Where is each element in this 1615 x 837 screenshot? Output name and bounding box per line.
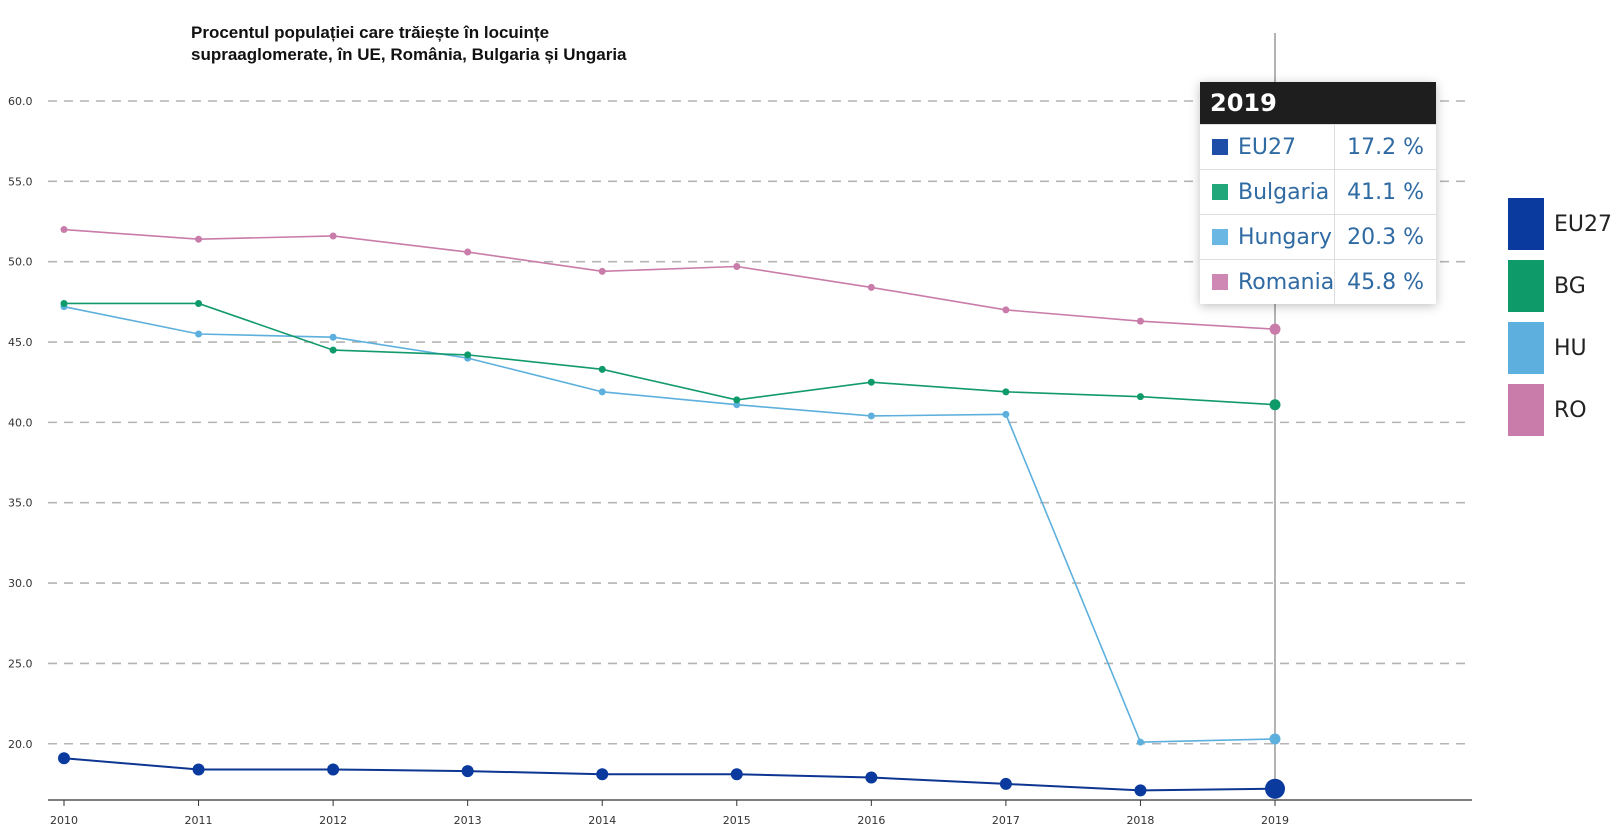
data-point-eu27 <box>865 771 878 784</box>
legend-swatch-eu27 <box>1508 198 1544 250</box>
x-tick-label: 2018 <box>1126 814 1154 827</box>
data-point-hu <box>195 330 203 338</box>
data-point-hu <box>1269 733 1281 745</box>
y-tick-label: 60.0 <box>8 95 33 108</box>
x-tick-label: 2015 <box>723 814 751 827</box>
x-tick-label: 2010 <box>50 814 78 827</box>
tooltip-row-bulgaria: Bulgaria 41.1 % <box>1200 169 1436 214</box>
data-point-ro <box>60 226 68 234</box>
data-point-ro <box>1002 306 1010 314</box>
x-tick-label: 2011 <box>185 814 213 827</box>
x-tick-label: 2013 <box>454 814 482 827</box>
tooltip-year: 2019 <box>1200 82 1436 124</box>
x-tick-label: 2014 <box>588 814 616 827</box>
hover-tooltip: 2019 EU27 17.2 % Bulgaria 41.1 % Hungary… <box>1200 82 1436 304</box>
data-point-eu27 <box>999 777 1012 790</box>
data-point-hu <box>1136 738 1144 746</box>
data-point-bg <box>1269 399 1281 411</box>
data-point-bg <box>1002 388 1010 396</box>
tooltip-swatch-romania <box>1212 274 1228 290</box>
legend-label: BG <box>1554 273 1586 299</box>
data-point-bg <box>1136 393 1144 401</box>
chart-title: Procentul populației care trăiește în lo… <box>191 22 627 66</box>
data-point-ro <box>867 283 875 291</box>
y-tick-label: 55.0 <box>8 175 33 188</box>
series-line-bg <box>64 302 1276 406</box>
legend-item-hu[interactable]: HU <box>1508 322 1612 374</box>
data-point-bg <box>598 365 606 373</box>
legend-item-ro[interactable]: RO <box>1508 384 1612 436</box>
y-tick-label: 20.0 <box>8 738 33 751</box>
tooltip-series-name: Hungary <box>1238 224 1332 250</box>
legend-swatch-hu <box>1508 322 1544 374</box>
chart-legend: EU27 BG HU RO <box>1508 198 1612 446</box>
data-point-eu27 <box>461 765 474 778</box>
data-point-bg <box>195 299 203 307</box>
legend-swatch-bg <box>1508 260 1544 312</box>
data-point-bg <box>464 351 472 359</box>
tooltip-series-name: EU27 <box>1238 134 1296 160</box>
data-point-bg <box>60 299 68 307</box>
y-tick-label: 30.0 <box>8 577 33 590</box>
y-tick-label: 40.0 <box>8 416 33 429</box>
series-line-ro <box>63 228 1276 330</box>
data-point-eu27 <box>58 752 70 765</box>
x-tick-label: 2016 <box>857 814 885 827</box>
series-line-eu27 <box>63 757 1276 792</box>
data-point-ro <box>329 232 337 240</box>
data-point-ro <box>1269 323 1281 335</box>
legend-swatch-ro <box>1508 384 1544 436</box>
data-point-bg <box>329 346 337 354</box>
chart-title-line-2: supraaglomerate, în UE, România, Bulgari… <box>191 45 627 64</box>
data-point-eu27 <box>1265 778 1285 799</box>
legend-label: RO <box>1554 397 1587 423</box>
tooltip-series-name: Romania <box>1238 269 1335 295</box>
x-tick-label: 2017 <box>992 814 1020 827</box>
legend-item-bg[interactable]: BG <box>1508 260 1612 312</box>
data-point-bg <box>733 396 741 404</box>
data-point-eu27 <box>327 763 340 776</box>
data-point-hu <box>1002 410 1010 418</box>
y-tick-label: 50.0 <box>8 256 33 269</box>
tooltip-series-value: 45.8 % <box>1347 269 1424 295</box>
legend-label: EU27 <box>1554 211 1612 237</box>
data-point-ro <box>733 263 741 271</box>
tooltip-row-hungary: Hungary 20.3 % <box>1200 214 1436 259</box>
tooltip-series-value: 17.2 % <box>1347 134 1424 160</box>
data-point-ro <box>598 267 606 275</box>
data-point-eu27 <box>730 768 743 781</box>
data-point-ro <box>195 235 203 243</box>
x-tick-label: 2012 <box>319 814 347 827</box>
tooltip-swatch-hungary <box>1212 229 1228 245</box>
data-point-hu <box>329 333 337 341</box>
data-point-hu <box>598 388 606 396</box>
tooltip-series-value: 41.1 % <box>1347 179 1424 205</box>
data-point-eu27 <box>596 768 609 781</box>
legend-label: HU <box>1554 335 1587 361</box>
tooltip-series-name: Bulgaria <box>1238 179 1330 205</box>
data-point-ro <box>464 248 472 256</box>
data-point-eu27 <box>1134 784 1147 797</box>
y-tick-label: 35.0 <box>8 497 33 510</box>
legend-item-eu27[interactable]: EU27 <box>1508 198 1612 250</box>
chart-title-line-1: Procentul populației care trăiește în lo… <box>191 23 550 42</box>
data-point-hu <box>733 401 741 409</box>
tooltip-row-romania: Romania 45.8 % <box>1200 259 1436 304</box>
tooltip-row-eu27: EU27 17.2 % <box>1200 124 1436 169</box>
data-point-bg <box>867 378 875 386</box>
x-tick-label: 2019 <box>1261 814 1289 827</box>
data-point-hu <box>867 412 875 420</box>
series-line-hu <box>63 305 1276 743</box>
data-point-eu27 <box>192 763 205 776</box>
y-tick-label: 25.0 <box>8 657 33 670</box>
data-point-ro <box>1136 317 1144 325</box>
tooltip-swatch-bulgaria <box>1212 184 1228 200</box>
y-tick-label: 45.0 <box>8 336 33 349</box>
tooltip-swatch-eu27 <box>1212 139 1228 155</box>
tooltip-series-value: 20.3 % <box>1347 224 1424 250</box>
